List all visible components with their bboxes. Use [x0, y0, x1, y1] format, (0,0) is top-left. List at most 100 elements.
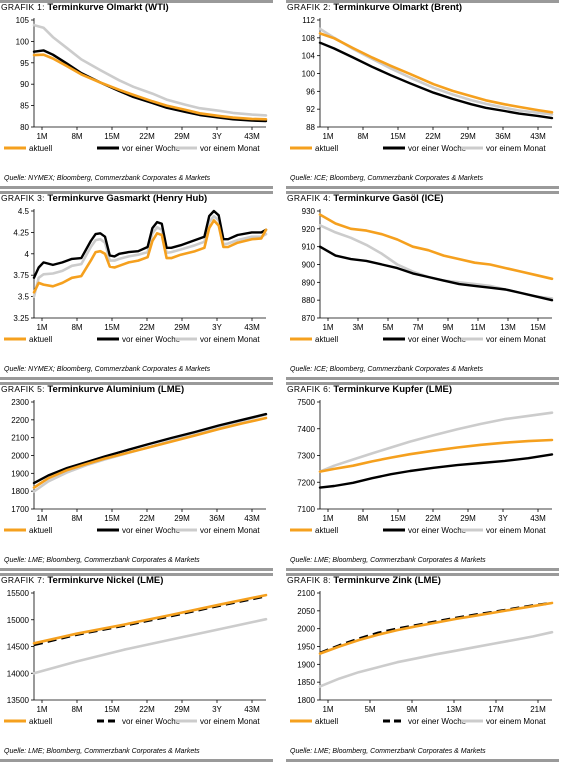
legend-vor-einer-woche-label: vor einer Woche	[122, 717, 181, 726]
x-tick-label: 13M	[446, 705, 462, 714]
chart-title-text: Terminkurve Olmarkt (WTI)	[44, 2, 169, 13]
x-tick-label: 8M	[71, 514, 82, 523]
y-tick-label: 1800	[297, 696, 315, 705]
vor-einem-monat-line	[318, 27, 554, 116]
x-tick-label: 22M	[139, 323, 155, 332]
x-tick-label: 15M	[530, 323, 546, 332]
y-tick-label: 1900	[11, 469, 29, 478]
aktuell-line	[32, 593, 268, 645]
chart-title: GRAFIK 1: Terminkurve Olmarkt (WTI)	[1, 2, 169, 13]
chart-title: GRAFIK 2: Terminkurve Olmarkt (Brent)	[287, 2, 462, 13]
chart-panel-6: GRAFIK 6: Terminkurve Kupfer (LME) 7100 7…	[286, 382, 559, 571]
aktuell-line	[318, 213, 554, 281]
chart-source: Quelle: LME; Bloomberg, Commerzbank Corp…	[4, 748, 200, 755]
x-tick-label: 5M	[382, 323, 393, 332]
x-tick-label: 22M	[425, 132, 441, 141]
line-chart: 7100 7200 7300 7400 7500 1M 8M 15M 22M 29M 3Y 43M ak…	[290, 398, 554, 535]
x-tick-label: 43M	[244, 132, 260, 141]
vor-einer-woche-line	[318, 41, 554, 120]
line-chart: 13500 14000 14500 15000 15500 1M 8M 15M 22M 29M 3Y…	[4, 589, 268, 726]
legend-aktuell-label: aktuell	[29, 526, 52, 535]
legend-vor-einer-woche-label: vor einer Woche	[408, 144, 467, 153]
x-tick-label: 1M	[36, 705, 47, 714]
y-tick-label: 2000	[297, 625, 315, 634]
x-tick-label: 29M	[174, 514, 190, 523]
x-tick-label: 5M	[364, 705, 375, 714]
chart-title: GRAFIK 5: Terminkurve Aluminium (LME)	[1, 384, 184, 395]
y-tick-label: 2100	[11, 434, 29, 443]
x-tick-label: 1M	[36, 514, 47, 523]
legend-aktuell-label: aktuell	[315, 335, 338, 344]
legend-vor-einer-woche-label: vor einer Woche	[122, 335, 181, 344]
x-tick-label: 29M	[174, 132, 190, 141]
legend-vor-einer-woche-label: vor einer Woche	[122, 526, 181, 535]
panel-bottom-rule	[0, 377, 273, 380]
chart-title-prefix: GRAFIK 3:	[1, 193, 45, 203]
x-tick-label: 15M	[104, 323, 120, 332]
panel-bottom-rule	[286, 377, 559, 380]
x-tick-label: 43M	[244, 705, 260, 714]
chart-title: GRAFIK 8: Terminkurve Zink (LME)	[287, 575, 441, 586]
vor-einer-woche-line	[32, 412, 268, 485]
y-tick-label: 15000	[7, 616, 30, 625]
vor-einem-monat-line	[318, 411, 554, 473]
y-tick-label: 1850	[297, 678, 315, 687]
x-tick-label: 9M	[442, 323, 453, 332]
x-tick-label: 29M	[460, 514, 476, 523]
x-tick-label: 8M	[71, 323, 82, 332]
y-tick-label: 4.5	[18, 207, 30, 216]
vor-einer-woche-line	[319, 601, 553, 655]
line-chart: 870 880 890 900 910 920 930 1M 3M 5M 7M 9M 11M 13M 15M…	[290, 207, 554, 344]
y-tick-label: 3.75	[13, 271, 29, 280]
legend-vor-einem-monat-label: vor einem Monat	[486, 526, 546, 535]
panel-top-rule	[286, 382, 559, 385]
y-tick-label: 1700	[11, 505, 29, 514]
y-tick-label: 870	[302, 314, 316, 323]
panel-bottom-rule	[0, 186, 273, 189]
legend-aktuell-label: aktuell	[315, 717, 338, 726]
panel-bottom-rule	[286, 759, 559, 762]
chart-panel-7: GRAFIK 7: Terminkurve Nickel (LME) 13500…	[0, 573, 273, 762]
panel-top-rule	[286, 191, 559, 194]
y-tick-label: 85	[20, 102, 29, 111]
aktuell-line	[32, 53, 268, 121]
aktuell-line	[318, 438, 554, 473]
chart-title-prefix: GRAFIK 5:	[1, 384, 45, 394]
x-tick-label: 29M	[174, 323, 190, 332]
legend-vor-einer-woche-label: vor einer Woche	[408, 526, 467, 535]
chart-source: Quelle: LME; Bloomberg, Commerzbank Corp…	[290, 557, 486, 564]
chart-title-text: Terminkurve Nickel (LME)	[44, 575, 164, 586]
x-tick-label: 22M	[139, 132, 155, 141]
y-tick-label: 2300	[11, 398, 29, 407]
y-tick-label: 14000	[7, 669, 30, 678]
x-tick-label: 1M	[322, 132, 333, 141]
x-tick-label: 1M	[36, 132, 47, 141]
x-tick-label: 1M	[322, 514, 333, 523]
panel-top-rule	[0, 191, 273, 194]
line-chart: 88 92 96 100 104 108 112 1M 8M 15M 22M 29M 36M 43M akt…	[290, 16, 554, 153]
x-tick-label: 8M	[71, 132, 82, 141]
vor-einem-monat-line	[32, 617, 268, 675]
y-tick-label: 13500	[7, 696, 30, 705]
legend-vor-einer-woche-label: vor einer Woche	[408, 335, 467, 344]
panel-bottom-rule	[0, 759, 273, 762]
chart-source: Quelle: ICE; Bloomberg, Commerzbank Corp…	[290, 175, 483, 182]
y-tick-label: 3.25	[13, 314, 29, 323]
legend-aktuell-label: aktuell	[315, 144, 338, 153]
y-tick-label: 920	[302, 225, 316, 234]
y-tick-label: 2200	[11, 416, 29, 425]
y-tick-label: 88	[306, 123, 315, 132]
panel-bottom-rule	[286, 186, 559, 189]
x-tick-label: 3Y	[212, 323, 222, 332]
legend-aktuell-label: aktuell	[29, 717, 52, 726]
y-tick-label: 4	[25, 250, 30, 259]
line-chart: 80 85 90 95 100 105 1M 8M 15M 22M 29M 3Y 43M aktuell v…	[4, 16, 268, 153]
x-tick-label: 29M	[460, 132, 476, 141]
aktuell-line	[32, 219, 268, 294]
vor-einer-woche-line	[318, 453, 554, 489]
x-tick-label: 9M	[406, 705, 417, 714]
y-tick-label: 1900	[297, 660, 315, 669]
x-tick-label: 22M	[139, 705, 155, 714]
y-tick-label: 90	[20, 80, 29, 89]
y-tick-label: 104	[302, 52, 316, 61]
